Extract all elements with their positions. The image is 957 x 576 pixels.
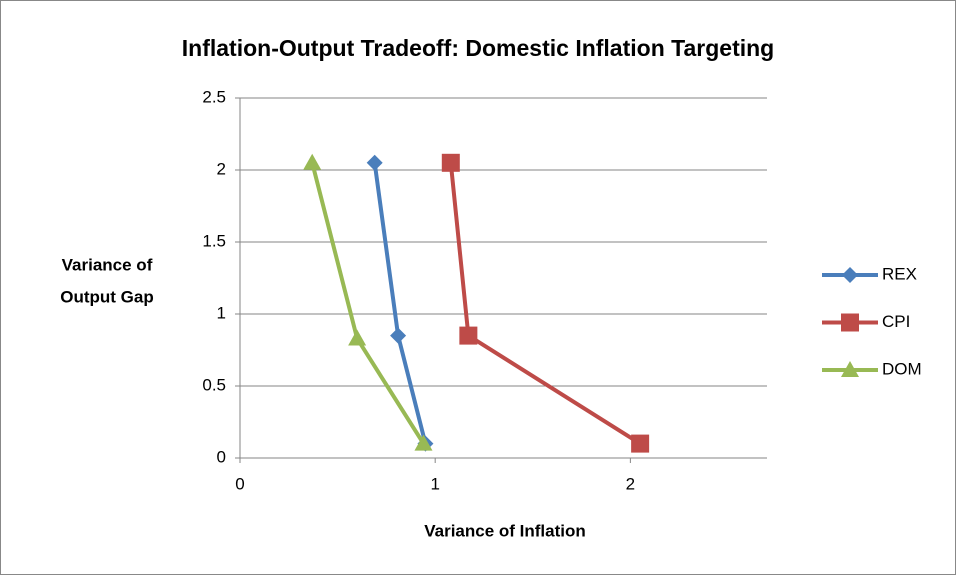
marker [303, 153, 322, 170]
marker [631, 434, 650, 453]
legend-label: CPI [882, 312, 910, 331]
y-tick-label: 2.5 [202, 87, 226, 106]
x-tick-label: 0 [235, 474, 244, 493]
legend-marker [841, 361, 859, 377]
x-tick-label: 1 [430, 474, 439, 493]
y-tick-label: 1.5 [202, 231, 226, 250]
y-tick-label: 0.5 [202, 375, 226, 394]
y-axis-title: Variance of [62, 255, 153, 274]
marker [414, 434, 433, 451]
marker [390, 327, 407, 344]
x-tick-label: 2 [626, 474, 635, 493]
chart-title: Inflation-Output Tradeoff: Domestic Infl… [182, 35, 774, 61]
y-tick-label: 1 [217, 303, 226, 322]
legend-label: DOM [882, 359, 922, 378]
marker [459, 326, 478, 345]
marker [366, 154, 383, 171]
legend-marker [842, 267, 858, 283]
y-tick-label: 0 [217, 447, 226, 466]
legend-label: REX [882, 264, 917, 283]
y-axis-title: Output Gap [60, 287, 153, 306]
marker [441, 153, 460, 172]
y-tick-label: 2 [217, 159, 226, 178]
legend-marker [841, 313, 859, 332]
marker [348, 329, 367, 346]
x-axis-title: Variance of Inflation [424, 521, 586, 540]
